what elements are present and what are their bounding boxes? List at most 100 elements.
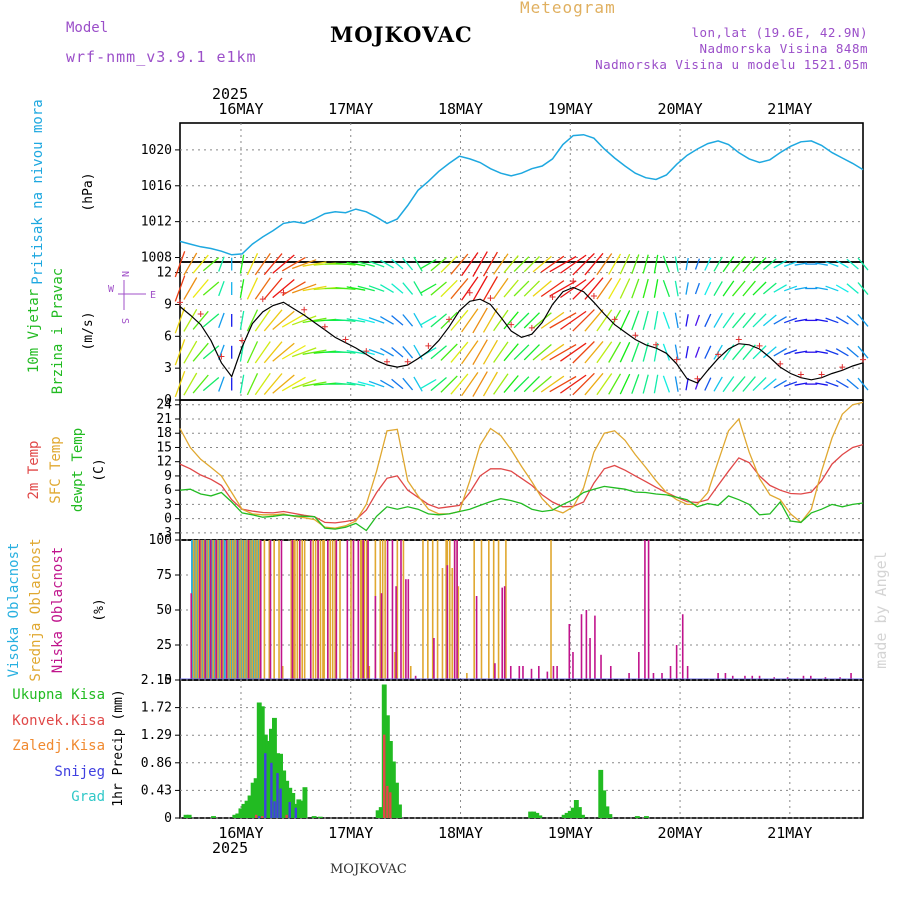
- wind-arrow: [430, 313, 447, 328]
- wind-arrow: [653, 342, 659, 362]
- wind-arrow: [420, 315, 437, 326]
- wind-arrow: [722, 376, 735, 393]
- rain-precip-bar: [531, 811, 537, 818]
- high-cloud-ylabel: Visoka Oblacnost: [6, 543, 22, 678]
- wind-arrow: [430, 257, 447, 272]
- wind-arrow: [704, 313, 712, 328]
- conv-precip-bar: [383, 734, 386, 818]
- wind-arrow: [254, 341, 271, 364]
- wind-arrow: [742, 344, 756, 361]
- clouds-ytick-label: 100: [149, 533, 172, 548]
- wind-arrow: [302, 317, 327, 324]
- wind-arrow: [794, 262, 808, 266]
- precip-legend-item: Konvek.Kisa: [12, 713, 105, 729]
- wind-arrow: [335, 382, 356, 386]
- wind-arrow: [357, 285, 375, 292]
- wind-arrow: [513, 256, 530, 272]
- wind-arrow: [246, 309, 259, 332]
- temperature-ytick-label: -3: [156, 526, 172, 541]
- wind-gust-marker: [280, 289, 287, 296]
- day-label-top: 20MAY: [657, 100, 702, 118]
- compass-rose: [118, 280, 146, 310]
- pressure-line: [179, 133, 864, 256]
- rain-precip-bar: [528, 811, 534, 818]
- wind-gust-marker: [425, 342, 432, 349]
- precip-frame: [179, 679, 864, 819]
- day-label-bottom: 16MAY: [218, 824, 263, 842]
- rain-precip-bar: [390, 761, 396, 818]
- wind-arrow: [272, 279, 295, 299]
- rain-precip-bar: [534, 812, 540, 818]
- wind-arrow: [742, 280, 756, 297]
- wind-arrow: [503, 343, 519, 362]
- wind-arrow: [773, 316, 787, 325]
- day-label-bottom: 19MAY: [548, 824, 593, 842]
- conv-precip-bar: [261, 816, 264, 818]
- wind-arrow: [631, 278, 640, 299]
- wind-arrow: [174, 307, 186, 334]
- wind-arrow: [380, 284, 394, 293]
- wind-arrow: [722, 280, 735, 297]
- snow-precip-bar: [258, 816, 261, 818]
- elevation-label: Nadmorska Visina 848m: [699, 41, 868, 56]
- temperature-ytick-label: 15: [156, 440, 172, 455]
- rain-precip-bar: [281, 770, 287, 818]
- precip-ytick-label: 0: [164, 811, 172, 826]
- wind-arrow: [430, 281, 447, 296]
- wind-arrow: [540, 255, 565, 273]
- wind-arrow: [674, 280, 679, 297]
- wind-speed-line: [179, 286, 864, 384]
- wind-arrow: [674, 312, 679, 329]
- rain-precip-bar: [604, 806, 610, 818]
- wind-arrow: [450, 309, 469, 331]
- wind-arrow: [794, 382, 808, 386]
- wind-arrow: [713, 312, 723, 328]
- clouds-ytick-label: 50: [156, 603, 172, 618]
- wind-arrow: [254, 277, 271, 300]
- precip-ytick-label: 0.43: [141, 783, 172, 798]
- wind-ylabel-1: 10m Vjetar: [26, 289, 42, 373]
- wind-arrow: [560, 279, 587, 299]
- wind-arrow: [857, 313, 869, 327]
- wind-gust-marker: [632, 332, 639, 339]
- wind-arrow: [532, 344, 552, 361]
- wind-arrow: [794, 286, 808, 291]
- wind-arrow: [346, 318, 366, 323]
- wind-arrow: [192, 279, 209, 299]
- wind-gust-marker: [549, 294, 556, 301]
- wind-arrow: [549, 280, 577, 297]
- wind-arrow: [584, 340, 604, 364]
- wind-arrow: [572, 277, 595, 300]
- lonlat-label: lon,lat (19.6E, 42.9N): [691, 25, 868, 40]
- snow-precip-bar: [276, 773, 279, 818]
- precip-ytick-label: 2.15: [141, 673, 172, 688]
- wind-ytick-label: 12: [156, 266, 172, 281]
- wind-arrow: [857, 257, 869, 271]
- wind-arrow: [254, 372, 271, 396]
- wind-arrow: [346, 261, 366, 267]
- rain-precip-bar: [561, 814, 567, 818]
- wind-arrow: [762, 378, 777, 390]
- wind-arrow: [263, 309, 283, 332]
- rain-precip-bar: [211, 816, 216, 818]
- wind-arrow: [685, 345, 689, 359]
- wind-ytick-label: 9: [164, 297, 172, 312]
- wind-arrow: [472, 251, 488, 277]
- rain-precip-bar: [573, 800, 579, 818]
- rain-precip-bar: [186, 814, 192, 818]
- wind-arrow: [742, 312, 756, 329]
- model-elevation-label: Nadmorska Visina u modelu 1521.05m: [595, 57, 868, 72]
- wind-arrow: [402, 257, 414, 271]
- wind-arrow: [732, 256, 746, 273]
- wind-gust-marker: [756, 342, 763, 349]
- wind-arrow: [450, 341, 469, 363]
- day-label-top: 18MAY: [438, 100, 483, 118]
- wind-arrow: [783, 317, 798, 324]
- wind-arrow: [662, 311, 671, 329]
- rain-precip-bar: [259, 706, 265, 818]
- wind-arrow: [440, 375, 458, 393]
- wind-arrow: [357, 317, 375, 324]
- wind-arrow: [335, 262, 356, 266]
- wind-arrow: [420, 259, 437, 270]
- wind-arrow: [472, 275, 488, 302]
